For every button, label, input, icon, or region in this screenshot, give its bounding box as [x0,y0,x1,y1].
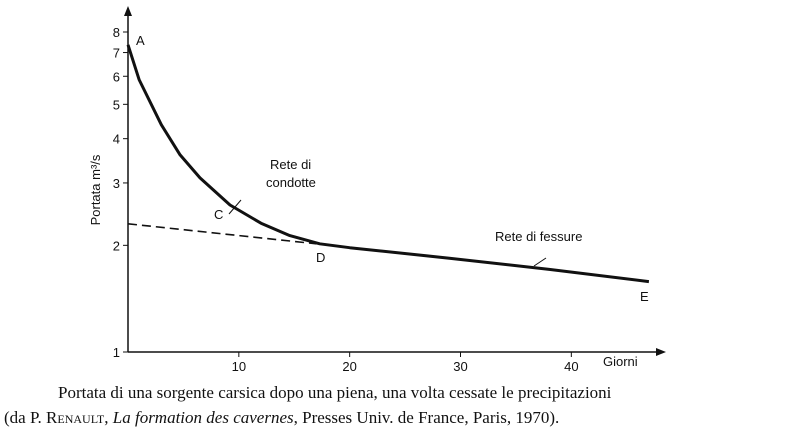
x-axis-arrow [656,348,666,356]
annotation-pointer [533,257,547,267]
caption: (da P. Renault, La formation des caverne… [4,408,559,427]
caption: Portata di una sorgente carsica dopo una… [58,383,612,402]
y-axis-arrow [124,6,132,16]
x-axis-label: Giorni [603,354,638,369]
annotation-pointer [228,199,242,215]
annotation: Rete di fessure [495,229,582,244]
annotation: A [136,33,145,48]
y-tick-label: 6 [113,69,120,84]
caption-part: La formation des cavernes [112,408,294,427]
y-tick-label: 4 [113,132,120,147]
y-tick-label: 2 [113,238,120,253]
caption-part: (da P. [4,408,46,427]
caption-part: , [104,408,113,427]
y-tick-label: 1 [113,345,120,360]
annotation: D [316,250,325,265]
annotation: E [640,289,649,304]
y-tick-label: 7 [113,46,120,61]
data-line [127,223,317,245]
caption-part: Renault [46,408,105,427]
y-tick-label: 5 [113,97,120,112]
annotation: Rete di [270,157,311,172]
y-axis-label: Portata m³/s [88,154,103,225]
y-tick-label: 8 [113,25,120,40]
y-tick-label: 3 [113,176,120,191]
data-line [126,44,650,284]
x-tick-label: 40 [564,359,578,374]
x-tick-label: 30 [453,359,467,374]
x-tick-label: 10 [232,359,246,374]
x-tick-label: 20 [342,359,356,374]
annotation: C [214,207,223,222]
annotation: condotte [266,175,316,190]
caption-part: , Presses Univ. de France, Paris, 1970). [294,408,560,427]
